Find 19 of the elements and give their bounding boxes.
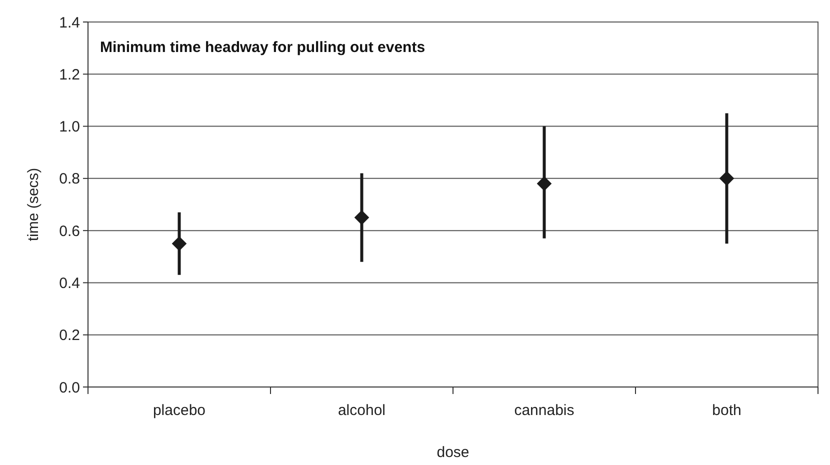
text: Minimum time headway for pulling out events xyxy=(100,39,426,56)
x-tick-label: cannabis xyxy=(514,402,574,419)
y-tick-label: 0.2 xyxy=(59,327,80,344)
point xyxy=(536,176,552,192)
x-tick-label: both xyxy=(712,402,742,419)
x-tick-label: placebo xyxy=(152,402,206,419)
point xyxy=(354,210,370,225)
y-tick-label: 1.2 xyxy=(59,66,80,84)
x-tick-label: alcohol xyxy=(338,402,386,419)
y-tick-label: 1.0 xyxy=(59,118,80,136)
y-tick-label: 0.0 xyxy=(59,379,80,396)
y-tick-label: 0.8 xyxy=(59,170,80,188)
y-axis-title: time (secs) xyxy=(25,168,42,242)
y-tick-label: 0.4 xyxy=(59,274,80,292)
x-axis-title: dose xyxy=(436,444,470,461)
point xyxy=(719,171,734,186)
y-tick-label: 0.6 xyxy=(59,222,80,240)
y-tick-label: 1.4 xyxy=(59,14,80,32)
point xyxy=(172,236,187,252)
